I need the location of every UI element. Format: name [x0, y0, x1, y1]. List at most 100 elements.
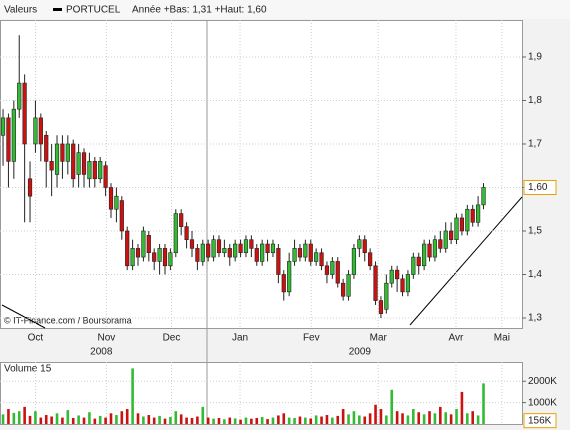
y-tick-label: 2000K	[528, 376, 557, 387]
candle-body	[389, 269, 394, 284]
candle-body	[173, 213, 178, 254]
candle-body	[459, 217, 465, 232]
y-tick-label: 1,7	[528, 139, 542, 150]
range: Année +Bas: 1,31 +Haut: 1,60	[132, 5, 267, 16]
candle-body	[49, 161, 54, 171]
candle-body	[27, 178, 33, 197]
y-tick-label: 1,8	[528, 95, 542, 106]
volume-bar	[449, 414, 453, 424]
candle-body	[335, 261, 340, 284]
volume-bar	[379, 409, 383, 424]
volume-bar	[385, 415, 388, 424]
candle-body	[184, 226, 189, 240]
volume-bar	[390, 389, 394, 424]
candle-body	[481, 187, 486, 206]
legend-swatch	[53, 8, 62, 11]
candle-body	[135, 248, 141, 258]
header-bar	[0, 0, 570, 19]
candle-body	[130, 248, 135, 267]
candle-body	[400, 278, 405, 293]
candle-body	[189, 239, 195, 249]
candle-body	[438, 239, 443, 249]
candle-body	[44, 134, 49, 162]
candle-body	[108, 187, 114, 210]
candle-body	[152, 252, 157, 262]
candle-body	[314, 252, 319, 262]
candle-body	[33, 117, 38, 145]
candle-body	[341, 282, 346, 297]
candle-body	[6, 117, 11, 162]
volume-bar	[206, 417, 210, 424]
x-tick-label: Avr	[449, 333, 464, 344]
volume-bar	[223, 419, 226, 424]
volume-bar	[444, 412, 448, 424]
candle-body	[465, 208, 470, 232]
candle-body	[211, 239, 216, 258]
candle-body	[76, 152, 81, 175]
volume-bar	[98, 415, 102, 424]
candle-body	[22, 82, 27, 145]
volume-bar	[482, 383, 485, 424]
volume-bar	[212, 418, 215, 424]
volume-bar	[169, 416, 172, 424]
volume-bar	[460, 391, 464, 424]
volume-bar	[201, 406, 205, 424]
candle-body	[119, 200, 124, 232]
volume-bar	[152, 417, 156, 424]
y-tick-label: 1,3	[528, 313, 542, 324]
volume-panel	[0, 362, 523, 425]
candle-body	[168, 252, 173, 267]
candle-body	[346, 274, 351, 297]
volume-bar	[120, 411, 124, 424]
candle-body	[17, 82, 22, 110]
volume-bar	[282, 413, 286, 424]
volume-bar	[88, 412, 91, 424]
candle-body	[71, 143, 76, 180]
volume-bar	[368, 413, 372, 424]
volume-bar	[61, 417, 64, 424]
candle-body	[357, 239, 362, 249]
volume-bar	[325, 415, 329, 424]
last-value-label: 156K	[528, 415, 552, 426]
volume-bar	[244, 417, 248, 424]
volume-bar	[320, 416, 323, 424]
last-value-label: 1,60	[528, 182, 548, 193]
volume-bar	[23, 406, 26, 424]
volume-bar	[277, 415, 280, 424]
candle-body	[260, 243, 265, 262]
volume-bar	[163, 418, 167, 424]
volume-bar	[417, 412, 421, 424]
y-tick-label: 1,4	[528, 269, 542, 280]
trend-line	[1, 304, 46, 329]
candle-body	[449, 230, 454, 240]
menu[interactable]: Valeurs	[4, 5, 37, 16]
volume-bar	[82, 417, 86, 424]
volume-bar	[55, 413, 59, 424]
candle-body	[265, 243, 270, 254]
volume-bar	[412, 409, 415, 424]
volume-bar	[298, 416, 302, 424]
volume-bar	[293, 418, 296, 424]
copyright: © IT-Finance.com / Boursorama	[4, 315, 132, 325]
volume-bar	[131, 368, 134, 424]
volume-bar	[363, 416, 367, 424]
candle-body	[125, 230, 130, 267]
candle-body	[432, 239, 438, 258]
volume-bar	[331, 417, 334, 424]
candle-body	[254, 248, 259, 262]
candle-body	[98, 161, 103, 180]
candle-body	[227, 248, 232, 258]
volume-bar	[352, 411, 356, 424]
trend-line	[409, 196, 523, 326]
symbol: PORTUCEL	[66, 5, 121, 16]
candle-body	[362, 239, 367, 254]
volume-bar	[341, 409, 345, 424]
volume-bar	[239, 419, 242, 424]
candle-body	[368, 252, 373, 267]
candle-body	[330, 261, 335, 275]
candle-body	[146, 235, 151, 254]
volume-bar	[190, 418, 194, 424]
volume-bar	[287, 417, 291, 424]
volume-bar	[44, 415, 48, 424]
volume-bar	[12, 412, 16, 424]
